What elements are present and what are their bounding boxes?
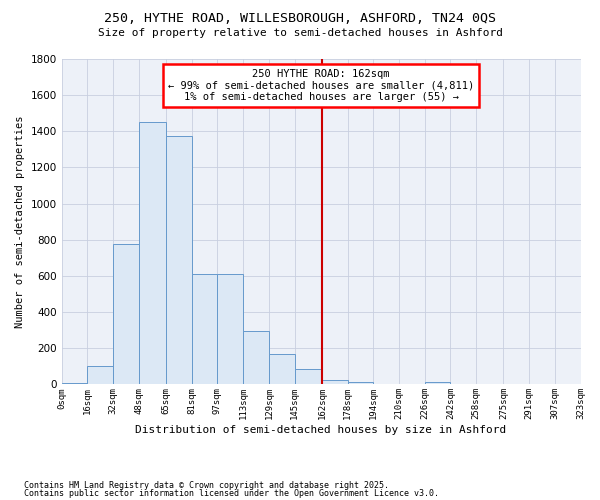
Text: 250, HYTHE ROAD, WILLESBOROUGH, ASHFORD, TN24 0QS: 250, HYTHE ROAD, WILLESBOROUGH, ASHFORD,… — [104, 12, 496, 26]
Bar — [347, 382, 373, 384]
Bar — [62, 382, 88, 384]
Bar — [166, 136, 192, 384]
Bar — [139, 122, 166, 384]
Bar — [88, 366, 113, 384]
Text: Contains HM Land Registry data © Crown copyright and database right 2025.: Contains HM Land Registry data © Crown c… — [24, 480, 389, 490]
Bar — [295, 369, 322, 384]
Bar — [192, 274, 217, 384]
Text: Contains public sector information licensed under the Open Government Licence v3: Contains public sector information licen… — [24, 489, 439, 498]
Bar — [269, 354, 295, 384]
Y-axis label: Number of semi-detached properties: Number of semi-detached properties — [15, 116, 25, 328]
Bar — [217, 274, 243, 384]
X-axis label: Distribution of semi-detached houses by size in Ashford: Distribution of semi-detached houses by … — [136, 425, 507, 435]
Text: Size of property relative to semi-detached houses in Ashford: Size of property relative to semi-detach… — [97, 28, 503, 38]
Text: 250 HYTHE ROAD: 162sqm
← 99% of semi-detached houses are smaller (4,811)
1% of s: 250 HYTHE ROAD: 162sqm ← 99% of semi-det… — [168, 69, 474, 102]
Bar — [113, 244, 139, 384]
Bar — [425, 382, 451, 384]
Bar — [243, 331, 269, 384]
Bar — [322, 380, 347, 384]
